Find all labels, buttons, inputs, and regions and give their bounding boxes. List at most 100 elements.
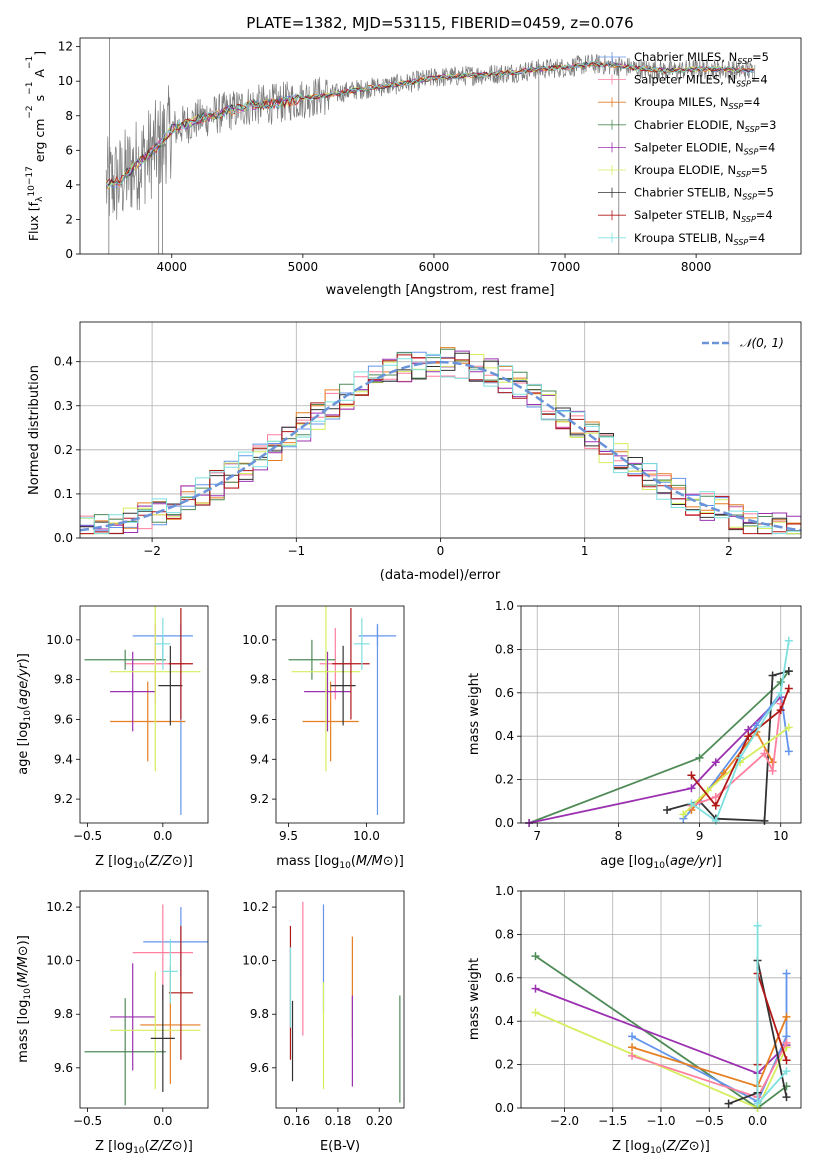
error-bar-point (332, 607, 370, 720)
error-bar-point (158, 645, 183, 726)
legend-label: Kroupa ELODIE, NSSP=5 (634, 163, 768, 179)
mass-weight-marker (760, 816, 769, 825)
x-axis-label: E(B-V) (320, 1139, 360, 1154)
error-bar-point (84, 649, 166, 670)
y-axis-label: Flux [fλ10−17 erg cm−2 s−1 A−1] (25, 51, 47, 241)
y-tick-label: 9.6 (54, 712, 73, 726)
mass-weight-marker (782, 1038, 791, 1047)
y-tick-label: 0.2 (54, 443, 73, 457)
x-tick-label: 1 (581, 544, 589, 558)
legend-label: Chabrier MILES, NSSP=5 (634, 50, 769, 66)
mass-weight-marker (531, 984, 540, 993)
mass-weight-marker (784, 747, 793, 756)
mass-weight-marker (784, 684, 793, 693)
x-tick-label: −1 (287, 544, 305, 558)
y-tick-label: 0.6 (495, 971, 514, 985)
y-tick-label: 9.6 (250, 1061, 269, 1075)
x-tick-label: −2 (143, 544, 161, 558)
y-tick-label: 0.8 (495, 927, 514, 941)
y-tick-label: 9.2 (250, 792, 269, 806)
y-tick-label: 0.6 (495, 686, 514, 700)
mass-weight-marker (736, 753, 745, 762)
y-tick-label: 9.2 (54, 792, 73, 806)
y-tick-label: 9.8 (54, 1007, 73, 1021)
x-tick-label: 8000 (681, 260, 712, 274)
x-tick-label: −0.5 (73, 829, 102, 843)
y-tick-label: 9.4 (54, 752, 73, 766)
gaussian-curve (79, 360, 802, 532)
mass-weight-marker (628, 1051, 637, 1060)
mass-weight-line (528, 670, 790, 824)
mass-weight-marker (784, 636, 793, 645)
y-tick-label: 9.8 (54, 673, 73, 687)
panel-z-massweight: −2.0 −1.5 −1.0 −0.5 0.0 0.0 0.2 0.4 0.6 0.8 1.0 (495, 884, 801, 1128)
x-axis-label: Z [log10(Z/Z⊙)] (95, 1139, 193, 1156)
legend-label: Chabrier ELODIE, NSSP=3 (634, 118, 776, 134)
y-tick-label: 12 (58, 40, 73, 54)
panel-z-mass: −0.5 0.0 9.6 9.8 10.0 10.2 (46, 900, 208, 1128)
legend-entry: Salpeter MILES, NSSP=4 (598, 73, 768, 89)
mass-weight-marker (531, 952, 540, 961)
spectrum-data-line (105, 54, 756, 220)
axes-frame (79, 37, 802, 255)
legend-label: Salpeter STELIB, NSSP=4 (634, 208, 773, 224)
error-bar-point (110, 681, 186, 762)
x-tick-label: 0.0 (748, 1114, 767, 1128)
panel-ebv-mass: 0.16 0.18 0.20 9.6 9.8 10.0 10.2 (242, 900, 401, 1128)
y-tick-label: 0.4 (495, 1014, 514, 1028)
y-tick-label: 9.6 (54, 1061, 73, 1075)
axes-frame (79, 321, 802, 539)
x-tick-label: −2.0 (550, 1114, 579, 1128)
mass-weight-marker (782, 1093, 791, 1102)
mass-weight-marker (776, 688, 785, 697)
error-bar-point (110, 971, 201, 1090)
y-tick-label: 0.0 (54, 531, 73, 545)
x-axis-label: (data-model)/error (380, 568, 501, 583)
mass-weight-marker (760, 749, 769, 758)
y-tick-label: 9.6 (250, 712, 269, 726)
legend-label: Kroupa MILES, NSSP=4 (634, 95, 760, 111)
mass-weight-marker (687, 784, 696, 793)
y-tick-label: 6 (65, 143, 73, 157)
legend-entry: Kroupa MILES, NSSP=4 (598, 95, 760, 111)
y-tick-label: 0.2 (495, 773, 514, 787)
error-bar-point (110, 651, 156, 732)
y-tick-label: 0.4 (54, 355, 73, 369)
y-axis-label: Normed distribution (27, 365, 42, 495)
mass-weight-marker (753, 1099, 762, 1108)
mass-weight-line (682, 726, 790, 815)
legend-entry: Kroupa STELIB, NSSP=4 (598, 231, 765, 247)
panel-z-age: −0.5 0.0 9.2 9.4 9.6 9.8 10.0 (46, 606, 201, 843)
x-axis-label: Z [log10(Z/Z⊙)] (95, 854, 193, 871)
error-bar-point (84, 998, 166, 1106)
legend-label: Salpeter MILES, NSSP=4 (634, 73, 768, 89)
x-tick-label: 0.0 (153, 829, 172, 843)
error-bar-point (302, 681, 359, 762)
mass-weight-marker (531, 1008, 540, 1017)
error-bar-point (291, 606, 361, 772)
histogram-line (80, 353, 801, 535)
mass-weight-marker (703, 786, 712, 795)
x-tick-label: 10 (773, 829, 788, 843)
x-axis-label: Z [log10(Z/Z⊙)] (612, 1139, 710, 1156)
x-tick-label: 7 (533, 829, 541, 843)
mass-weight-marker (663, 805, 672, 814)
error-bar-point (150, 984, 175, 1092)
x-tick-label: 2 (725, 544, 733, 558)
legend-entry: Chabrier MILES, NSSP=5 (598, 50, 769, 66)
mass-weight-marker (776, 706, 785, 715)
error-bar-point (155, 617, 171, 670)
legend-entry: Salpeter STELIB, NSSP=4 (598, 208, 773, 224)
x-tick-label: 6000 (419, 260, 450, 274)
legend-label: Salpeter ELODIE, NSSP=4 (634, 140, 775, 156)
mass-weight-marker (628, 1032, 637, 1041)
mass-weight-marker (776, 677, 785, 686)
legend-entry: Chabrier ELODIE, NSSP=3 (598, 118, 776, 134)
error-bar-point (162, 939, 178, 1004)
mass-weight-marker (695, 753, 704, 762)
x-tick-label: 5000 (288, 260, 319, 274)
error-bar-point (168, 925, 193, 1060)
x-tick-label: −1.0 (646, 1114, 675, 1128)
y-tick-label: 10.2 (242, 900, 269, 914)
